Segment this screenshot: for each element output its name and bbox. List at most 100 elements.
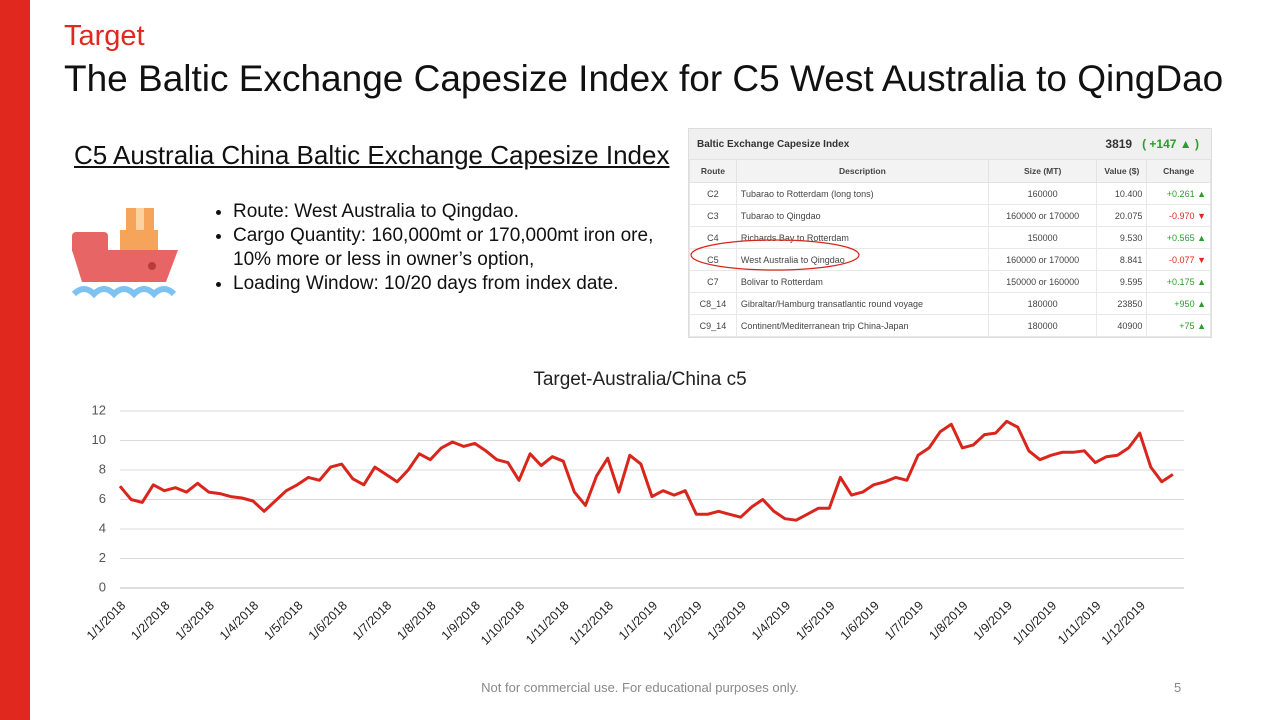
y-tick-label: 12 [92,402,106,417]
column-header: Value ($) [1096,159,1148,183]
bullet-list: Route: West Australia to Qingdao. Cargo … [205,200,673,296]
accent-bar [0,0,30,720]
cell-text: 160000 or 170000 [1006,254,1080,265]
table-row: C2 Tubarao to Rotterdam (long tons) 160000… [689,182,1211,205]
cell-text: Continent/Mediterranean trip China-Japan [740,320,909,331]
cell-text: 9.595 [1119,276,1143,287]
change-arrow: ▲ [1194,188,1206,199]
y-tick-label: 10 [92,432,106,447]
cell-text: 150000 [1027,232,1058,243]
kicker: Target [64,20,145,52]
ship-bridge [72,232,108,254]
cell-text: 8.841 [1119,254,1143,265]
x-tick-label: 1/1/2019 [616,598,660,642]
table-row: C5 West Australia to Qingdao 160000 or 170… [689,248,1211,271]
x-tick-label: 1/8/2018 [394,598,438,642]
index-change: ( +147 ▲ ) [1142,137,1199,151]
table-cell: 150000 [987,226,1098,249]
index-value: 3819 [1105,137,1133,151]
c5-highlight [690,239,860,271]
cargo-box [120,230,158,252]
change-text: ( +147 [1142,137,1177,151]
cell-text: 180000 [1027,320,1058,331]
cell-text: +0.261 [1166,188,1195,199]
x-tick-label: 1/2/2018 [128,598,172,642]
table-cell: +75 ▲ [1146,314,1211,337]
cell-text: Tubarao to Qingdao [740,210,821,221]
cargo-box-stripe [136,208,144,234]
cell-text: +950 [1174,298,1195,309]
x-tick-label: 1/12/2018 [567,598,616,647]
table-cell: 23850 [1096,292,1148,315]
cell-text: 180000 [1027,298,1058,309]
change-arrow: ▲ [1194,276,1206,287]
table-row: C8_14 Gibraltar/Hamburg transatlantic rou… [689,292,1211,315]
page-number: 5 [1174,680,1182,695]
x-tick-label: 1/4/2018 [217,598,261,642]
x-tick-label: 1/6/2019 [838,598,882,642]
table-title: Baltic Exchange Capesize Index [697,138,850,150]
cell-text: +75 [1179,320,1195,331]
cell-text: C9_14 [699,320,727,331]
y-tick-label: 6 [99,491,106,506]
bullet: Cargo Quantity: 160,000mt or 170,000mt i… [233,224,673,272]
cell-text: Bolivar to Rotterdam [740,276,823,287]
chart-title: Target-Australia/China c5 [533,369,746,390]
cell-text: 40900 [1117,320,1143,331]
table-header: Baltic Exchange Capesize Index 3819 ( +14… [689,129,1211,159]
cell-text: -0.077 [1169,254,1195,265]
cell-text: C7 [707,276,719,287]
x-tick-label: 1/10/2018 [478,598,527,647]
cell-text: C3 [707,210,719,221]
footer-note: Not for commercial use. For educational … [481,680,799,695]
table-row: C4 Richards Bay to Rotterdam 150000 9.530 +0… [689,226,1211,249]
y-tick-label: 8 [99,461,106,476]
ship-hull [72,250,178,282]
cell-text: +0.565 [1166,232,1195,243]
chart: Target-Australia/China c5 0 2 4 6 8 10 12 1/1/2… [84,369,1184,648]
index-table: Baltic Exchange Capesize Index 3819 ( +14… [688,128,1212,338]
cell-text: 9.530 [1119,232,1143,243]
bullet: Loading Window: 10/20 days from index da… [233,272,673,296]
column-header: Description [735,159,990,183]
column-header: Change [1146,159,1211,183]
cell-text: Richards Bay to Rotterdam [740,232,849,243]
cell-text: West Australia to Qingdao [740,254,845,265]
waves [71,286,177,299]
x-tick-label: 1/4/2019 [749,598,793,642]
table-cell: 180000 [987,314,1098,337]
x-tick-label: 1/5/2019 [793,598,837,642]
line-series [118,419,1174,522]
x-tick-label: 1/9/2018 [439,598,483,642]
slide-title: The Baltic Exchange Capesize Index for C… [64,58,1224,99]
cell-text: 23850 [1117,298,1143,309]
x-tick-label: 1/6/2018 [306,598,350,642]
y-tick-label: 0 [99,579,106,594]
x-tick-label: 1/12/2019 [1099,598,1148,647]
porthole [148,262,156,270]
cell-text: 20.075 [1114,210,1143,221]
cell-text: 160000 [1027,188,1058,199]
x-tick-label: 1/8/2019 [926,598,970,642]
ship-icon [71,208,178,299]
y-tick-label: 4 [99,520,106,535]
table: Route Description Size (MT) Value ($) Change… [689,159,1211,337]
x-tick-label: 1/10/2019 [1010,598,1059,647]
table-cell: 10.400 [1096,182,1148,205]
table-cell: 40900 [1096,314,1148,337]
x-tick-label: 1/2/2019 [660,598,704,642]
cell-text: Tubarao to Rotterdam (long tons) [740,188,874,199]
cell-text: 10.400 [1114,188,1143,199]
x-tick-label: 1/7/2018 [350,598,394,642]
cell-text: -0.970 [1169,210,1195,221]
change-arrow: ▼ [1194,254,1206,265]
change-arrow: ▲ [1194,298,1206,309]
highlight-layer [690,239,860,271]
change-close: ) [1195,137,1199,151]
change-arrow: ▼ [1194,210,1206,221]
cell-text: C4 [707,232,719,243]
x-tick-label: 1/3/2019 [705,598,749,642]
cell-text: 160000 or 170000 [1006,210,1080,221]
table-row: C9_14 Continent/Mediterranean trip China-… [689,314,1211,337]
